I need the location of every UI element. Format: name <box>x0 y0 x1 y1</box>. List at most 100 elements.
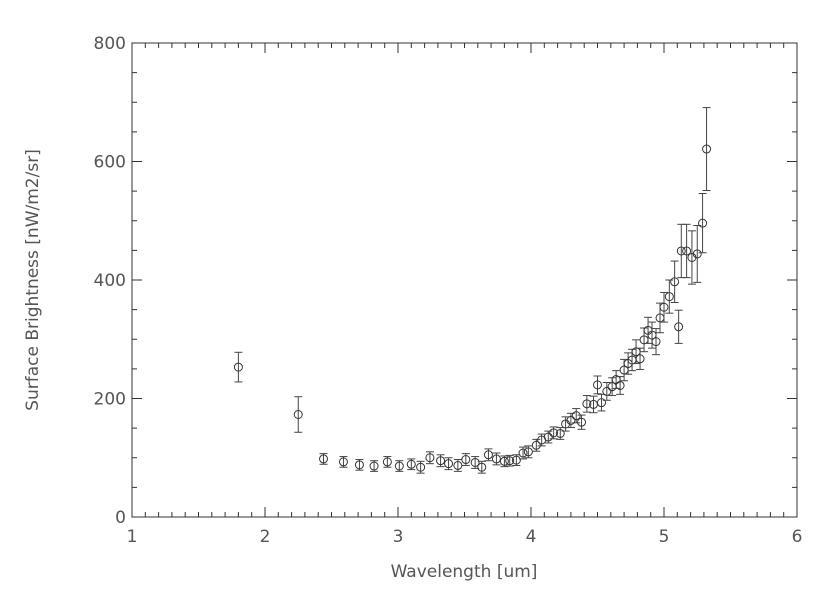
data-point <box>453 459 463 472</box>
point-marker <box>518 448 528 458</box>
data-point <box>523 445 533 459</box>
point-marker <box>369 461 379 471</box>
data-point <box>382 456 392 468</box>
point-marker <box>555 428 565 438</box>
y-tick-label: 200 <box>94 390 126 410</box>
data-point <box>549 426 559 440</box>
data-point <box>511 454 521 466</box>
point-marker <box>596 398 606 408</box>
data-point <box>444 457 454 471</box>
data-point <box>602 382 612 401</box>
point-marker <box>523 447 533 457</box>
point-marker <box>319 454 329 464</box>
y-tick-label: 400 <box>94 271 126 291</box>
point-marker <box>425 453 435 463</box>
data-point <box>477 460 487 474</box>
data-point <box>593 375 602 395</box>
data-point <box>702 107 712 192</box>
data-point <box>505 454 515 467</box>
data-point <box>698 192 708 254</box>
data-point <box>692 224 702 283</box>
point-marker <box>549 428 559 438</box>
point-marker <box>338 457 348 467</box>
point-marker <box>354 460 364 470</box>
point-marker <box>615 380 625 390</box>
point-marker <box>511 455 521 465</box>
point-marker <box>233 362 243 372</box>
data-point <box>394 460 404 472</box>
point-marker <box>674 322 684 332</box>
point-marker <box>477 462 487 472</box>
point-marker <box>444 459 454 469</box>
data-point <box>615 376 625 395</box>
axis-ticks <box>131 42 798 518</box>
point-marker <box>382 457 392 467</box>
data-point <box>293 396 303 433</box>
point-marker <box>394 461 404 471</box>
point-marker <box>436 456 446 466</box>
point-marker <box>698 218 708 228</box>
point-marker <box>670 277 680 287</box>
data-point <box>531 438 541 452</box>
data-point <box>518 446 528 460</box>
data-point <box>233 351 243 383</box>
x-tick-label: 4 <box>526 527 537 547</box>
x-tick-label: 1 <box>127 527 138 547</box>
point-marker <box>491 454 501 464</box>
x-tick-label: 2 <box>260 527 271 547</box>
x-axis-label: Wavelength [um] <box>391 562 538 582</box>
data-point <box>338 456 348 468</box>
x-tick-label: 3 <box>393 527 404 547</box>
y-tick-label: 600 <box>94 153 126 173</box>
point-marker <box>483 450 493 460</box>
point-marker <box>602 386 612 396</box>
point-marker <box>702 144 712 154</box>
data-point <box>319 453 329 465</box>
data-point <box>406 458 416 471</box>
data-point <box>354 459 364 471</box>
point-marker <box>664 292 674 302</box>
y-axis-label: Surface Brightness [nW/m2/sr] <box>23 149 43 411</box>
data-point <box>499 455 509 468</box>
point-marker <box>651 337 661 347</box>
point-marker <box>531 440 541 450</box>
point-marker <box>692 249 702 259</box>
point-marker <box>566 415 576 425</box>
data-point <box>664 279 674 314</box>
point-marker <box>293 409 303 419</box>
data-point <box>577 414 587 430</box>
point-marker <box>635 354 645 364</box>
point-marker <box>682 246 692 256</box>
data-point <box>483 448 493 462</box>
point-marker <box>659 302 669 312</box>
data-point <box>643 316 653 344</box>
data-point <box>416 460 426 474</box>
y-tick-label: 800 <box>94 34 126 54</box>
data-point <box>670 260 680 304</box>
x-tick-label: 6 <box>792 527 803 547</box>
y-tick-label: 0 <box>115 508 126 528</box>
point-marker <box>582 399 592 409</box>
data-point <box>582 395 592 413</box>
data-point <box>674 309 684 344</box>
point-marker <box>406 459 416 469</box>
point-marker <box>571 411 581 421</box>
point-marker <box>676 246 686 256</box>
data-point <box>659 291 669 323</box>
data-point <box>676 223 686 279</box>
point-marker <box>505 456 515 466</box>
data-point <box>491 452 501 466</box>
data-point <box>647 321 657 349</box>
data-point <box>461 453 471 466</box>
point-marker <box>416 462 426 472</box>
data-point <box>425 451 435 465</box>
point-marker <box>577 417 587 427</box>
data-point <box>596 393 606 412</box>
point-marker <box>499 456 509 466</box>
y-tick-labels: 0 200 400 600 800 <box>94 34 126 528</box>
x-tick-label: 5 <box>659 527 670 547</box>
data-point <box>566 412 576 429</box>
data-point <box>436 454 446 468</box>
x-tick-labels: 1 2 3 4 5 6 <box>127 527 803 547</box>
